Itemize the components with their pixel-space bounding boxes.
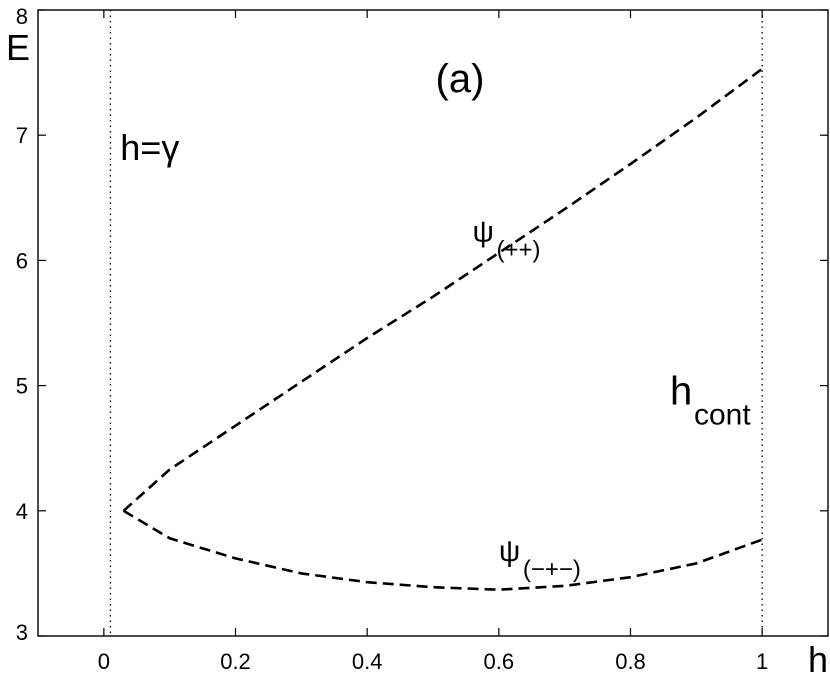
y-tick-label: 6 xyxy=(16,248,28,273)
x-axis-label: h xyxy=(808,639,828,678)
series-label-0: ψ xyxy=(473,216,494,249)
plot-frame xyxy=(37,9,829,637)
x-tick-label: 0.6 xyxy=(484,649,515,674)
y-tick-label: 4 xyxy=(16,499,28,524)
series-label-sub-1: (−+−) xyxy=(523,556,581,583)
x-tick-label: 0.8 xyxy=(615,649,646,674)
series-line-0 xyxy=(122,67,763,512)
y-tick-label: 5 xyxy=(16,374,28,399)
series-group xyxy=(122,67,763,591)
x-tick-label: 0.4 xyxy=(352,649,383,674)
y-tick-label: 7 xyxy=(16,123,28,148)
x-tick-label: 0.2 xyxy=(220,649,251,674)
y-tick-label: 8 xyxy=(16,4,28,29)
ticks: 0 0.2 0.4 0.6 0.8 1 3 4 5 6 7 8 xyxy=(16,4,828,674)
x-tick-label: 0 xyxy=(98,649,110,674)
vline-label-hcont: h xyxy=(670,369,692,413)
vline-label-gamma: h=γ xyxy=(120,127,179,168)
series-label-1: ψ xyxy=(499,535,520,568)
y-axis-label: E xyxy=(6,27,30,68)
vertical-lines xyxy=(109,10,763,636)
vline-label-hcont-sub: cont xyxy=(694,398,751,431)
y-tick-label: 3 xyxy=(16,620,28,645)
series-line-1 xyxy=(122,509,763,591)
series-label-sub-0: (++) xyxy=(497,237,541,264)
x-tick-label: 1 xyxy=(756,649,768,674)
panel-label: (a) xyxy=(436,57,485,101)
